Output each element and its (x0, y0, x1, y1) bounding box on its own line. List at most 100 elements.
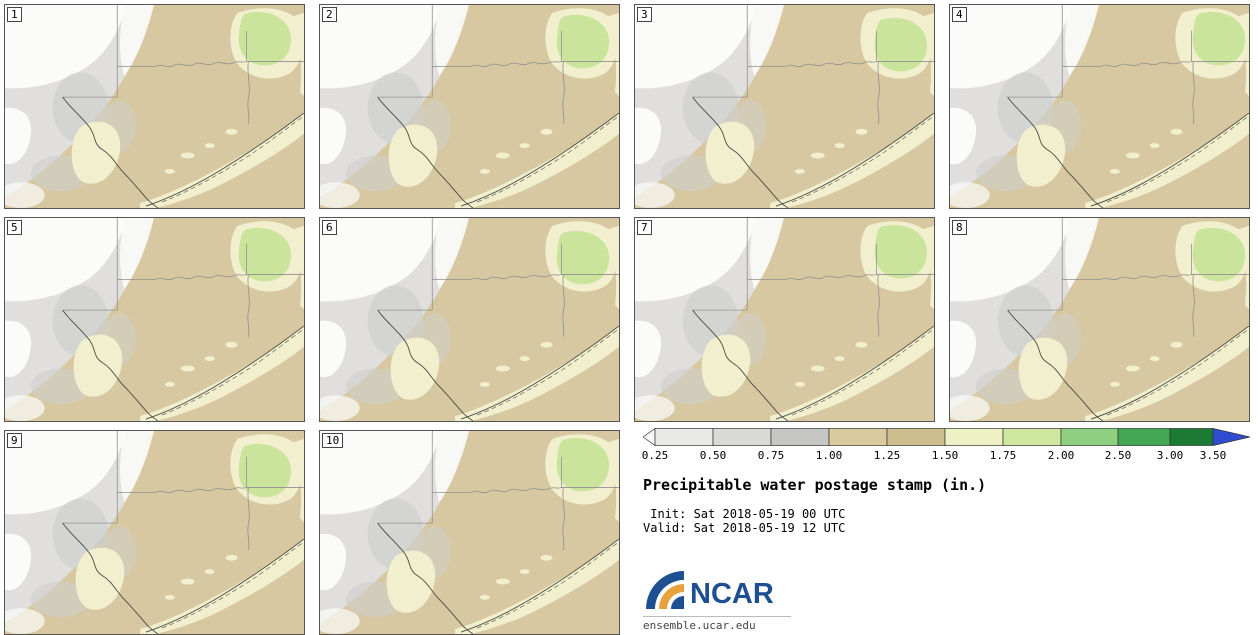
colorbar-tick: 3.50 (1199, 449, 1227, 462)
dry-white-nw (5, 5, 127, 89)
green-patch (556, 14, 610, 69)
cream-speckle (479, 594, 490, 600)
coast-and-rivers (62, 96, 304, 208)
dry-white-sw (635, 182, 675, 208)
rio-grande-river (692, 309, 789, 421)
coast-and-rivers (62, 309, 304, 421)
coast-and-rivers (692, 309, 934, 421)
pw-map (320, 431, 619, 634)
dry-white-nw (950, 218, 1072, 302)
stamp-number: 3 (637, 7, 652, 22)
cream-speckle (1170, 341, 1183, 348)
gray-patch (345, 368, 406, 405)
dry-white-wedge (750, 5, 785, 77)
dry-white-west (950, 107, 977, 165)
pw-map (635, 218, 934, 421)
state-borders (377, 431, 619, 550)
cream-coast-band (1085, 324, 1249, 421)
dry-white-wedge (435, 431, 470, 503)
cream-speckle (479, 168, 490, 174)
dry-white-nw (950, 5, 1072, 89)
ncar-logo-text: NCAR (690, 578, 774, 610)
cream-speckle (164, 381, 175, 387)
cream-speckle (855, 341, 868, 348)
green-patch (874, 17, 928, 72)
green-patch (556, 230, 610, 285)
stamp-number: 10 (322, 433, 344, 448)
cream-sw-patch (390, 337, 440, 400)
green-patch (874, 224, 928, 279)
gray-patch (660, 155, 721, 192)
rio-grande-river (62, 309, 159, 421)
stamp-number: 6 (322, 220, 337, 235)
cream-speckle (204, 143, 215, 149)
colorbar-tick: 2.00 (1047, 449, 1075, 462)
dry-white-west (635, 107, 662, 165)
gulf-coastline (460, 325, 619, 420)
pw-map (5, 218, 304, 421)
cream-speckle (855, 128, 868, 135)
cream-coast-band (455, 111, 619, 208)
rio-grande-river (62, 522, 159, 634)
state-borders (1007, 218, 1249, 337)
rio-grande-river (377, 309, 474, 421)
coast-and-rivers (62, 522, 304, 634)
dry-white-west (320, 320, 347, 378)
cream-speckle (519, 569, 530, 575)
cream-speckle (204, 356, 215, 362)
cream-coast-band (140, 111, 304, 208)
forecast-stamp: 10 (319, 430, 620, 635)
dry-white-nw (5, 218, 127, 302)
forecast-stamp: 7 (634, 217, 935, 422)
dry-white-sw (5, 182, 45, 208)
dry-white-west (320, 533, 347, 591)
cream-speckle (180, 152, 195, 159)
cream-sw-patch (701, 334, 751, 397)
gulf-coastline (775, 112, 934, 207)
cream-speckle (540, 128, 553, 135)
gray-patch (30, 581, 91, 618)
cream-speckle (225, 128, 238, 135)
rio-grande-river (692, 96, 789, 208)
rio-grande-river (377, 96, 474, 208)
dry-white-nw (320, 5, 442, 89)
state-borders (1007, 5, 1249, 124)
barrier-islands (161, 115, 304, 203)
cream-coast-band (455, 324, 619, 421)
gulf-coastline (1090, 325, 1249, 420)
ncar-logo-arc (659, 584, 684, 609)
dry-white-nw (635, 218, 757, 302)
cream-speckle (1170, 128, 1183, 135)
dry-white-wedge (435, 218, 470, 290)
forecast-stamp: 2 (319, 4, 620, 209)
dry-white-wedge (120, 5, 155, 77)
dry-white-sw (950, 395, 990, 421)
cream-speckle (1149, 356, 1160, 362)
rio-grande-river (1007, 309, 1104, 421)
cream-speckle (180, 365, 195, 372)
cream-speckle (794, 168, 805, 174)
state-borders (377, 218, 619, 337)
dry-white-wedge (1065, 218, 1100, 290)
colorbar-ticks: 0.25 0.50 0.75 1.00 1.25 1.50 1.75 2.00 2.50 3.00… (642, 449, 1250, 462)
green-patch (1192, 11, 1246, 66)
cream-coast-band (770, 111, 934, 208)
cream-sw-patch (386, 550, 436, 613)
cream-speckle (834, 143, 845, 149)
colorbar-tick: 0.75 (757, 449, 785, 462)
legend-panel: 0.25 0.50 0.75 1.00 1.25 1.50 1.75 2.00 2.50 3.00… (642, 428, 1250, 635)
stamp-number: 8 (952, 220, 967, 235)
dry-white-wedge (1065, 5, 1100, 77)
cream-coast-band (770, 324, 934, 421)
dry-white-nw (5, 431, 127, 515)
cream-speckle (519, 143, 530, 149)
cream-coast-band (140, 324, 304, 421)
cream-speckle (225, 554, 238, 561)
cream-sw-patch (75, 547, 125, 610)
barrier-islands (791, 115, 934, 203)
pw-map (950, 5, 1249, 208)
dry-white-west (5, 107, 32, 165)
cream-speckle (1125, 152, 1140, 159)
green-patch (1192, 227, 1246, 282)
coast-and-rivers (377, 309, 619, 421)
